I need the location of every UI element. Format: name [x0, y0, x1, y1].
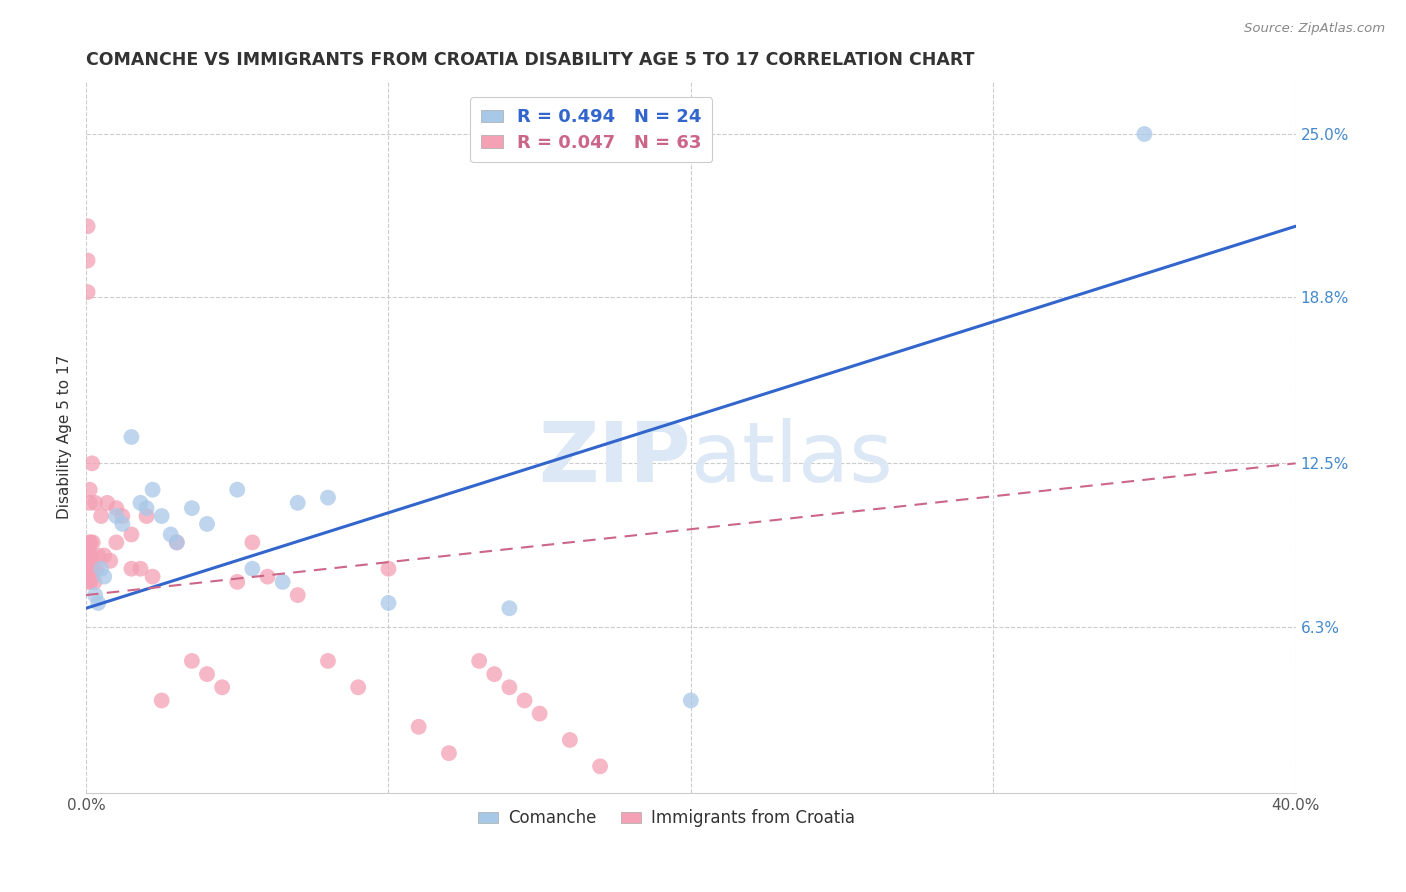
- Point: [80, 562, 103, 576]
- Point: [77, 554, 100, 568]
- Point: [679, 693, 702, 707]
- Point: [105, 509, 128, 524]
- Point: [211, 680, 233, 694]
- Point: [90, 562, 112, 576]
- Point: [87, 596, 110, 610]
- Point: [79, 562, 101, 576]
- Point: [84, 496, 107, 510]
- Point: [84, 588, 107, 602]
- Legend: Comanche, Immigrants from Croatia: Comanche, Immigrants from Croatia: [471, 803, 862, 834]
- Point: [408, 720, 430, 734]
- Point: [76, 562, 98, 576]
- Point: [271, 574, 294, 589]
- Point: [76, 219, 98, 234]
- Point: [166, 535, 188, 549]
- Text: COMANCHE VS IMMIGRANTS FROM CROATIA DISABILITY AGE 5 TO 17 CORRELATION CHART: COMANCHE VS IMMIGRANTS FROM CROATIA DISA…: [86, 51, 974, 69]
- Point: [498, 680, 520, 694]
- Point: [129, 496, 152, 510]
- Point: [105, 501, 128, 516]
- Y-axis label: Disability Age 5 to 17: Disability Age 5 to 17: [58, 355, 72, 519]
- Point: [256, 569, 278, 583]
- Point: [316, 654, 339, 668]
- Point: [79, 496, 101, 510]
- Point: [437, 746, 460, 760]
- Point: [120, 430, 142, 444]
- Point: [129, 562, 152, 576]
- Point: [83, 562, 105, 576]
- Point: [77, 549, 100, 563]
- Point: [111, 516, 134, 531]
- Point: [79, 483, 101, 497]
- Point: [80, 569, 103, 583]
- Point: [77, 562, 100, 576]
- Point: [484, 667, 506, 681]
- Point: [98, 554, 121, 568]
- Point: [79, 554, 101, 568]
- Point: [77, 574, 100, 589]
- Point: [77, 543, 100, 558]
- Point: [87, 549, 110, 563]
- Point: [159, 527, 181, 541]
- Point: [93, 569, 115, 583]
- Point: [120, 562, 142, 576]
- Point: [96, 496, 118, 510]
- Point: [79, 535, 101, 549]
- Point: [242, 535, 264, 549]
- Point: [77, 562, 100, 576]
- Point: [79, 574, 101, 589]
- Point: [377, 562, 399, 576]
- Point: [135, 501, 157, 516]
- Point: [498, 601, 520, 615]
- Point: [287, 588, 309, 602]
- Point: [86, 562, 108, 576]
- Point: [83, 574, 105, 589]
- Point: [142, 569, 165, 583]
- Point: [105, 535, 128, 549]
- Point: [377, 596, 399, 610]
- Point: [529, 706, 551, 721]
- Point: [195, 667, 218, 681]
- Text: Source: ZipAtlas.com: Source: ZipAtlas.com: [1244, 22, 1385, 36]
- Point: [111, 509, 134, 524]
- Point: [242, 562, 264, 576]
- Point: [468, 654, 491, 668]
- Point: [82, 535, 104, 549]
- Point: [1133, 127, 1156, 141]
- Point: [82, 456, 104, 470]
- Point: [195, 516, 218, 531]
- Point: [79, 554, 101, 568]
- Point: [226, 574, 249, 589]
- Point: [150, 509, 173, 524]
- Text: ZIP: ZIP: [538, 417, 690, 499]
- Point: [77, 535, 100, 549]
- Point: [142, 483, 165, 497]
- Point: [287, 496, 309, 510]
- Point: [77, 562, 100, 576]
- Point: [513, 693, 536, 707]
- Text: atlas: atlas: [690, 417, 893, 499]
- Point: [347, 680, 370, 694]
- Point: [166, 535, 188, 549]
- Point: [90, 509, 112, 524]
- Point: [180, 654, 202, 668]
- Point: [558, 733, 581, 747]
- Point: [135, 509, 157, 524]
- Point: [180, 501, 202, 516]
- Point: [77, 549, 100, 563]
- Point: [316, 491, 339, 505]
- Point: [226, 483, 249, 497]
- Point: [76, 253, 98, 268]
- Point: [150, 693, 173, 707]
- Point: [589, 759, 612, 773]
- Point: [120, 527, 142, 541]
- Point: [80, 549, 103, 563]
- Point: [76, 285, 98, 299]
- Point: [93, 549, 115, 563]
